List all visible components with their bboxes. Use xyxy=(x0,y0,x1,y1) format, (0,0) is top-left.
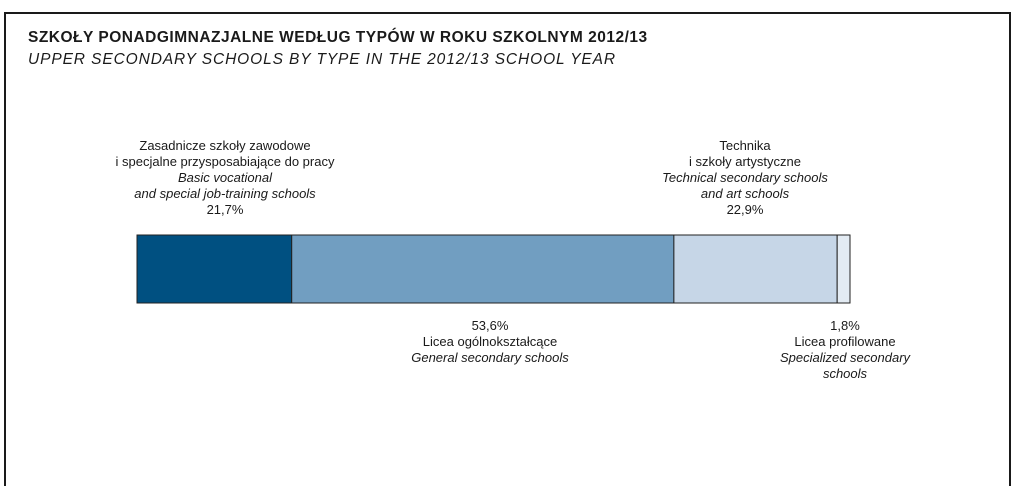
segment-label-en-line: General secondary schools xyxy=(411,350,569,365)
segment-label-pl-line: Technika xyxy=(719,138,771,153)
segment-label-basic-vocational: Zasadnicze szkoły zawodowe i specjalne p… xyxy=(75,138,375,218)
segment-label-en-line: and special job-training schools xyxy=(134,186,316,201)
segment-value-label: 1,8% xyxy=(830,318,860,333)
segment-value-label: 21,7% xyxy=(206,202,244,217)
segment-label-pl-line: Licea profilowane xyxy=(794,334,896,349)
chart-subtitle: UPPER SECONDARY SCHOOLS BY TYPE IN THE 2… xyxy=(28,51,617,68)
segment-label-pl-line: i szkoły artystyczne xyxy=(689,154,801,169)
segment-label-general: 53,6% Licea ogólnokształcące General sec… xyxy=(370,318,610,366)
chart-title: SZKOŁY PONADGIMNAZJALNE WEDŁUG TYPÓW W R… xyxy=(28,29,648,46)
segment-label-en-line: schools xyxy=(822,366,868,381)
segment-label-pl-line: i specjalne przysposabiające do pracy xyxy=(115,154,335,169)
segment-value-label: 53,6% xyxy=(471,318,509,333)
segment-label-pl-line: Zasadnicze szkoły zawodowe xyxy=(139,138,311,153)
segment-label-en-line: and art schools xyxy=(700,186,790,201)
segment-value-label: 22,9% xyxy=(726,202,764,217)
segment-label-en-line: Basic vocational xyxy=(178,170,272,185)
bar-segment-1 xyxy=(136,234,293,304)
segment-label-en-line: Specialized secondary xyxy=(779,350,911,365)
segment-label-pl-line: Licea ogólnokształcące xyxy=(422,334,558,349)
segment-label-en-line: Technical secondary schools xyxy=(662,170,828,185)
segment-label-technical: Technika i szkoły artystyczne Technical … xyxy=(625,138,865,218)
segment-label-specialized: 1,8% Licea profilowane Specialized secon… xyxy=(745,318,945,382)
bar-segment-4 xyxy=(836,234,851,304)
bar-segment-2 xyxy=(291,234,675,304)
bar-segment-3 xyxy=(673,234,838,304)
